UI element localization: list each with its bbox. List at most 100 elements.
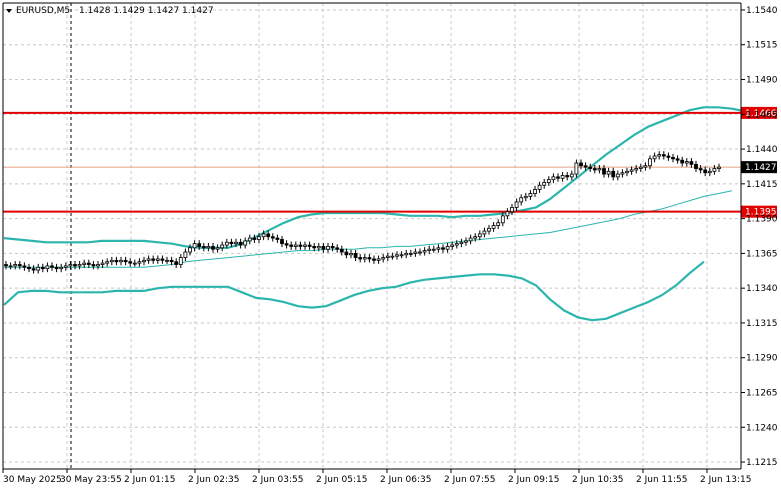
x-tick-label: 2 Jun 06:35	[380, 475, 431, 485]
y-tick-label: 1.1415	[746, 180, 778, 190]
candle-body	[257, 236, 261, 240]
candle-body	[344, 251, 349, 256]
candle-body	[376, 258, 381, 261]
candle-body	[13, 264, 18, 267]
x-tick-label: 2 Jun 10:35	[572, 475, 623, 485]
candle-body	[211, 246, 215, 250]
candle-body	[602, 168, 606, 175]
candle-body	[307, 244, 312, 247]
candle-body	[680, 159, 685, 164]
candle-body	[638, 166, 643, 169]
x-tick-label: 30 May 2025	[3, 475, 62, 485]
candle-body	[643, 165, 648, 168]
candle-body	[399, 254, 404, 257]
candle-body	[243, 240, 248, 246]
dropdown-triangle-icon[interactable]	[6, 9, 12, 13]
candle-body	[160, 258, 165, 261]
symbol-label[interactable]: EURUSD,M5	[16, 6, 70, 16]
candle-body	[367, 257, 372, 260]
candle-body	[606, 170, 611, 175]
candle-body	[459, 241, 464, 245]
x-tick-label: 2 Jun 09:15	[508, 475, 559, 485]
candle-body	[694, 163, 698, 169]
candle-body	[427, 248, 432, 252]
candle-body	[151, 258, 156, 261]
level-price-label: 1.1395	[745, 208, 777, 218]
candle-body	[372, 258, 376, 261]
candle-body	[569, 173, 574, 178]
candle-body	[648, 158, 652, 167]
candle-body	[316, 246, 321, 249]
candle-body	[303, 244, 307, 247]
candle-body	[22, 265, 27, 268]
candle-body	[82, 262, 87, 265]
x-tick-label: 2 Jun 02:35	[188, 475, 239, 485]
candle-body	[197, 243, 202, 247]
y-tick-label: 1.1315	[746, 319, 778, 329]
y-tick-label: 1.1340	[746, 284, 778, 294]
candle-body	[335, 247, 340, 250]
candle-body	[395, 254, 399, 257]
candle-body	[238, 241, 243, 246]
candle-body	[100, 262, 105, 265]
candle-body	[473, 236, 478, 239]
candle-body	[155, 258, 160, 261]
candle-body	[620, 172, 625, 175]
candle-body	[629, 169, 634, 172]
candle-body	[615, 173, 620, 178]
candle-body	[326, 246, 330, 250]
candle-body	[597, 168, 602, 171]
candle-body	[657, 154, 662, 157]
candle-body	[574, 162, 579, 175]
candle-body	[611, 170, 616, 178]
candle-body	[385, 255, 390, 258]
candle-body	[698, 168, 703, 171]
candle-body	[293, 244, 298, 247]
candles	[4, 151, 721, 274]
candle-body	[482, 230, 487, 235]
x-tick-label: 2 Jun 03:55	[252, 475, 303, 485]
candle-body	[542, 182, 547, 186]
candle-body	[450, 244, 455, 247]
candle-body	[312, 246, 317, 249]
candle-body	[353, 252, 358, 258]
candle-body	[362, 257, 367, 260]
candle-body	[703, 169, 708, 174]
candle-body	[404, 252, 409, 256]
candle-body	[289, 244, 294, 247]
candle-body	[224, 241, 229, 246]
candle-body	[45, 265, 50, 270]
candle-body	[689, 161, 694, 165]
y-tick-label: 1.1240	[746, 423, 778, 433]
candle-body	[128, 261, 133, 264]
candle-body	[445, 246, 450, 250]
axes	[2, 2, 745, 473]
candle-body	[298, 244, 303, 247]
candle-body	[280, 239, 284, 245]
candle-body	[146, 258, 151, 261]
candle-body	[17, 264, 22, 267]
candle-body	[339, 248, 344, 253]
candle-body	[464, 240, 468, 243]
candle-body	[349, 252, 353, 256]
candle-body	[192, 243, 197, 249]
candle-body	[252, 237, 257, 240]
x-tick-label: 2 Jun 13:15	[700, 475, 751, 485]
candle-body	[684, 161, 689, 164]
y-tick-label: 1.1465	[746, 110, 778, 120]
candle-body	[220, 244, 225, 249]
x-tick-label: 2 Jun 05:15	[316, 475, 367, 485]
candle-body	[40, 266, 45, 270]
candle-body	[390, 255, 395, 258]
candle-body	[73, 264, 77, 267]
level-price-tag	[741, 205, 777, 218]
candle-body	[510, 207, 514, 213]
candle-body	[496, 222, 501, 226]
candle-body	[31, 268, 36, 271]
candle-body	[142, 259, 146, 263]
candle-body	[565, 175, 570, 178]
candle-body	[178, 257, 183, 265]
candle-body	[588, 166, 593, 169]
